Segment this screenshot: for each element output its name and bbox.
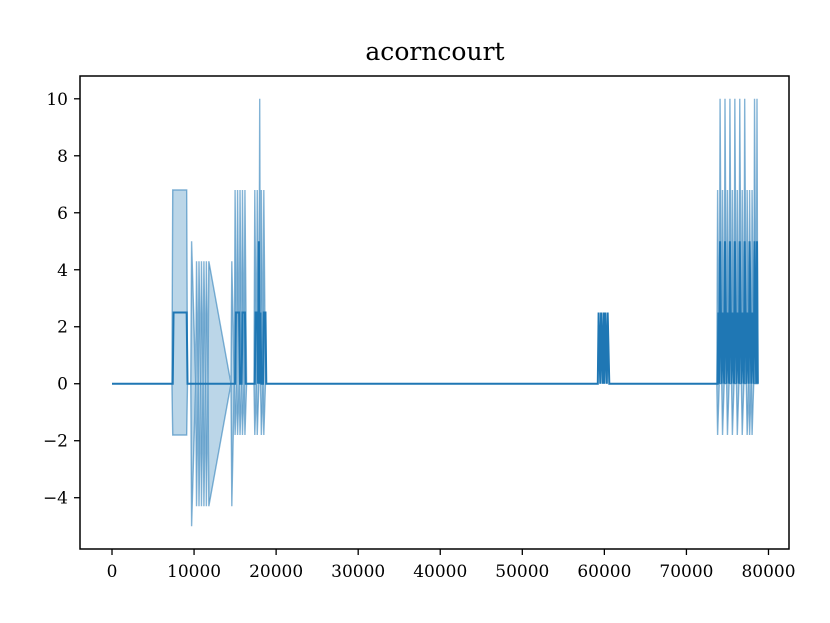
confidence-band bbox=[112, 98, 759, 527]
x-tick-label: 60000 bbox=[577, 562, 631, 582]
mean-line-layer bbox=[112, 241, 759, 385]
y-tick-label: −4 bbox=[43, 489, 68, 509]
x-tick-label: 80000 bbox=[741, 562, 795, 582]
y-tick-label: 0 bbox=[57, 375, 68, 395]
x-tick-label: 50000 bbox=[495, 562, 549, 582]
x-tick-label: 10000 bbox=[167, 562, 221, 582]
y-tick-label: 10 bbox=[46, 90, 68, 110]
y-tick-label: 8 bbox=[57, 147, 68, 167]
mean-series-line bbox=[112, 241, 759, 385]
x-tick-label: 0 bbox=[107, 562, 118, 582]
y-tick-label: −2 bbox=[43, 432, 68, 452]
plot-frame bbox=[79, 75, 790, 550]
chart-title: acorncourt bbox=[365, 37, 504, 66]
x-tick-label: 30000 bbox=[331, 562, 385, 582]
y-tick-label: 2 bbox=[57, 318, 68, 338]
y-axis: −4 −2 0 2 4 6 8 10 bbox=[43, 90, 80, 509]
x-tick-label: 20000 bbox=[249, 562, 303, 582]
x-tick-label: 40000 bbox=[413, 562, 467, 582]
x-tick-label: 70000 bbox=[659, 562, 713, 582]
y-tick-label: 6 bbox=[57, 204, 68, 224]
confidence-band-layer bbox=[112, 98, 759, 527]
x-axis: 0 10000 20000 30000 40000 50000 60000 70000 8000… bbox=[107, 549, 796, 582]
y-tick-label: 4 bbox=[57, 261, 68, 281]
